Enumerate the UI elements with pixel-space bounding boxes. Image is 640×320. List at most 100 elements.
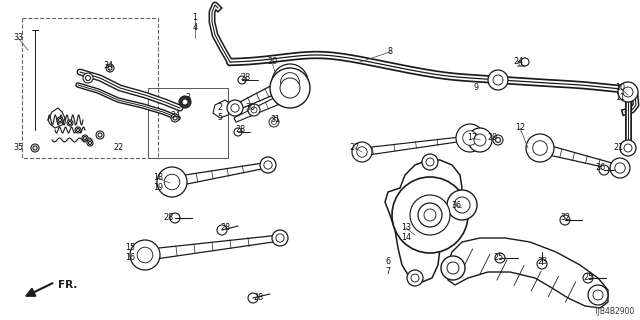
Circle shape <box>463 131 477 145</box>
Text: 2: 2 <box>218 103 223 113</box>
Circle shape <box>58 118 61 122</box>
Text: 28: 28 <box>220 223 230 233</box>
Circle shape <box>96 131 104 139</box>
Text: 12: 12 <box>515 124 525 132</box>
Circle shape <box>411 274 419 282</box>
Text: 22: 22 <box>113 143 123 153</box>
Text: 26: 26 <box>595 164 605 172</box>
Circle shape <box>422 154 438 170</box>
Text: 28: 28 <box>235 125 245 134</box>
Circle shape <box>532 141 547 155</box>
Circle shape <box>106 64 114 72</box>
Text: 23: 23 <box>537 258 547 267</box>
Text: 31: 31 <box>270 116 280 124</box>
Text: 18: 18 <box>153 173 163 182</box>
Text: 33: 33 <box>13 34 23 43</box>
Circle shape <box>264 161 272 169</box>
Text: 34: 34 <box>103 60 113 69</box>
Circle shape <box>164 174 180 190</box>
Text: 28: 28 <box>163 213 173 222</box>
Text: 35: 35 <box>13 143 23 153</box>
Circle shape <box>271 119 276 124</box>
Circle shape <box>231 104 239 112</box>
Text: 14: 14 <box>401 234 411 243</box>
Circle shape <box>474 134 486 146</box>
Circle shape <box>130 240 160 270</box>
Circle shape <box>593 290 603 300</box>
Circle shape <box>447 190 477 220</box>
Circle shape <box>248 293 258 303</box>
Circle shape <box>424 209 436 221</box>
Circle shape <box>251 107 257 113</box>
Circle shape <box>31 144 39 152</box>
Text: 20: 20 <box>267 58 277 67</box>
Circle shape <box>269 117 279 127</box>
Text: 5: 5 <box>218 114 223 123</box>
Circle shape <box>441 256 465 280</box>
Bar <box>22 18 158 158</box>
Circle shape <box>227 100 243 116</box>
Circle shape <box>108 66 112 70</box>
Circle shape <box>352 142 372 162</box>
Polygon shape <box>539 143 621 171</box>
Text: 21: 21 <box>613 143 623 153</box>
Circle shape <box>88 141 92 145</box>
Circle shape <box>98 133 102 137</box>
Circle shape <box>248 104 260 116</box>
Circle shape <box>75 127 81 133</box>
Circle shape <box>67 120 73 126</box>
Circle shape <box>493 75 503 85</box>
Text: 24: 24 <box>513 58 523 67</box>
Circle shape <box>280 78 300 98</box>
Text: FR.: FR. <box>58 280 77 290</box>
Polygon shape <box>362 136 470 156</box>
Text: 7: 7 <box>385 268 390 276</box>
Circle shape <box>488 70 508 90</box>
Text: 30: 30 <box>245 103 255 113</box>
Circle shape <box>33 146 37 150</box>
Circle shape <box>173 116 177 120</box>
Circle shape <box>57 117 63 123</box>
Text: 36: 36 <box>451 201 461 210</box>
Circle shape <box>610 158 630 178</box>
Circle shape <box>583 273 593 283</box>
Text: 25: 25 <box>583 274 593 283</box>
Text: 27: 27 <box>350 143 360 153</box>
Text: TJB4B2900: TJB4B2900 <box>594 308 635 316</box>
Polygon shape <box>234 77 292 111</box>
Circle shape <box>217 225 227 235</box>
Circle shape <box>77 129 79 132</box>
Circle shape <box>620 140 636 156</box>
Circle shape <box>182 99 188 105</box>
Polygon shape <box>385 160 462 282</box>
Circle shape <box>392 177 468 253</box>
Circle shape <box>357 147 367 157</box>
Circle shape <box>407 270 423 286</box>
Text: 28: 28 <box>240 74 250 83</box>
Text: 16: 16 <box>125 253 135 262</box>
Circle shape <box>276 234 284 242</box>
Circle shape <box>454 197 470 213</box>
Circle shape <box>272 64 308 100</box>
Polygon shape <box>234 91 292 122</box>
Circle shape <box>87 140 93 146</box>
Circle shape <box>171 114 179 122</box>
Polygon shape <box>213 100 232 118</box>
Text: 10: 10 <box>615 84 625 92</box>
Text: 6: 6 <box>385 258 390 267</box>
Text: 11: 11 <box>615 93 625 102</box>
Polygon shape <box>171 162 268 187</box>
Circle shape <box>426 158 434 166</box>
Circle shape <box>260 157 276 173</box>
Circle shape <box>537 259 547 269</box>
Circle shape <box>493 135 503 145</box>
Text: 29: 29 <box>487 133 497 142</box>
Text: 4: 4 <box>193 23 198 33</box>
Circle shape <box>618 82 638 102</box>
Polygon shape <box>144 235 280 260</box>
Polygon shape <box>48 108 65 128</box>
Circle shape <box>157 167 187 197</box>
Bar <box>148 88 228 158</box>
Text: 8: 8 <box>387 47 392 57</box>
Text: 28: 28 <box>253 293 263 302</box>
